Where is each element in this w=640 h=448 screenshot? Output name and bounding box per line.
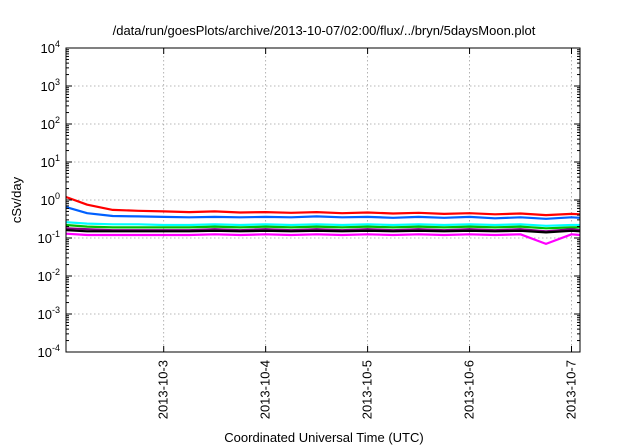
x-axis-label: Coordinated Universal Time (UTC)	[224, 430, 423, 445]
series-line-1	[65, 195, 581, 217]
y-tick-base: 10	[41, 79, 55, 94]
y-tick-base: 10	[38, 345, 52, 360]
series-line-2	[65, 206, 581, 220]
y-tick-label: 104	[41, 39, 60, 56]
y-tick-base: 10	[38, 269, 52, 284]
series-lines	[65, 195, 581, 245]
series-line-7	[65, 232, 581, 245]
y-tick-base: 10	[38, 231, 52, 246]
y-tick-exponent: -1	[52, 229, 60, 239]
x-tick-label: 2013-10-4	[258, 360, 273, 419]
y-tick-label: 10-3	[38, 305, 60, 322]
y-tick-label: 10-2	[38, 267, 60, 284]
y-tick-base: 10	[41, 155, 55, 170]
series-line-6	[65, 229, 581, 234]
y-tick-exponent: 4	[55, 39, 60, 49]
y-tick-exponent: 0	[55, 191, 60, 201]
series-line-4	[65, 223, 580, 230]
x-tick-label: 2013-10-3	[156, 360, 171, 419]
y-tick-exponent: 1	[55, 153, 60, 163]
y-tick-exponent: -4	[52, 343, 60, 353]
y-tick-label: 10-4	[38, 343, 60, 360]
series-line-3	[65, 221, 580, 227]
grid	[66, 48, 580, 352]
y-tick-label: 102	[41, 115, 60, 132]
y-axis-label: cSv/day	[9, 176, 24, 223]
y-tick-label: 101	[41, 153, 60, 170]
y-tick-exponent: -2	[52, 267, 60, 277]
y-tick-exponent: 3	[55, 77, 60, 87]
x-tick-label: 2013-10-6	[462, 360, 477, 419]
plot-frame	[65, 47, 581, 353]
y-tick-label: 100	[41, 191, 60, 208]
y-tick-base: 10	[41, 193, 55, 208]
y-tick-exponent: -3	[52, 305, 60, 315]
y-tick-base: 10	[38, 307, 52, 322]
y-tick-base: 10	[41, 117, 55, 132]
y-tick-exponent: 2	[55, 115, 60, 125]
x-tick-label: 2013-10-5	[360, 360, 375, 419]
y-tick-base: 10	[41, 41, 55, 56]
x-tick-label: 2013-10-7	[564, 360, 579, 419]
chart-title: /data/run/goesPlots/archive/2013-10-07/0…	[113, 23, 536, 38]
y-tick-label: 103	[41, 77, 60, 94]
y-tick-label: 10-1	[38, 229, 60, 246]
